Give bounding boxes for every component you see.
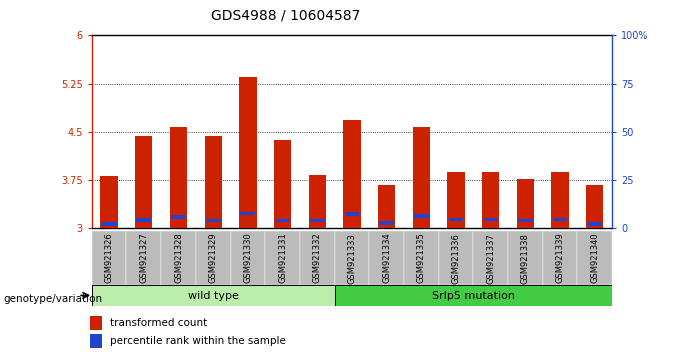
Text: GSM921328: GSM921328 [174, 233, 183, 284]
Bar [413, 127, 430, 228]
Text: wild type: wild type [188, 291, 239, 301]
Bar [92, 285, 335, 306]
Text: GSM921329: GSM921329 [209, 233, 218, 284]
Text: GSM921339: GSM921339 [556, 233, 564, 284]
Bar [345, 212, 359, 216]
Text: GSM921336: GSM921336 [452, 233, 460, 284]
Bar [206, 219, 220, 222]
Bar [517, 179, 534, 228]
Bar [171, 215, 186, 218]
Bar [543, 231, 577, 285]
Bar [551, 172, 568, 228]
Bar [239, 76, 256, 228]
Text: Srlp5 mutation: Srlp5 mutation [432, 291, 515, 301]
Bar [135, 136, 152, 228]
Text: GSM921338: GSM921338 [521, 233, 530, 284]
Bar [300, 231, 335, 285]
Bar [196, 231, 231, 285]
Bar [379, 221, 394, 225]
Bar [369, 231, 404, 285]
Text: GSM921331: GSM921331 [278, 233, 287, 284]
Bar [92, 231, 126, 285]
Bar [241, 212, 255, 215]
Bar [449, 218, 463, 221]
Bar [137, 218, 151, 222]
Bar [343, 120, 360, 228]
Bar [378, 184, 395, 228]
Text: GSM921330: GSM921330 [243, 233, 252, 284]
Bar [126, 231, 161, 285]
Bar [102, 222, 116, 225]
Bar [309, 175, 326, 228]
Text: GSM921337: GSM921337 [486, 233, 495, 284]
Bar [577, 231, 612, 285]
Text: transformed count: transformed count [110, 318, 207, 328]
Bar [265, 231, 300, 285]
Bar [588, 222, 602, 225]
Text: GDS4988 / 10604587: GDS4988 / 10604587 [211, 9, 360, 23]
Bar [414, 214, 428, 218]
Bar [518, 219, 532, 222]
Bar [553, 218, 567, 221]
Text: GSM921327: GSM921327 [139, 233, 148, 284]
Text: GSM921326: GSM921326 [105, 233, 114, 284]
Bar [439, 231, 473, 285]
Text: genotype/variation: genotype/variation [3, 294, 103, 304]
Bar [404, 231, 439, 285]
Bar [274, 139, 291, 228]
Bar [335, 285, 612, 306]
Text: GSM921335: GSM921335 [417, 233, 426, 284]
Bar [205, 136, 222, 228]
Bar [335, 231, 369, 285]
Bar [473, 231, 508, 285]
Text: GSM921333: GSM921333 [347, 233, 356, 284]
Bar [586, 184, 603, 228]
Bar [483, 218, 498, 221]
Bar [482, 172, 499, 228]
Text: GSM921332: GSM921332 [313, 233, 322, 284]
Bar [101, 176, 118, 228]
Text: percentile rank within the sample: percentile rank within the sample [110, 336, 286, 346]
Bar [90, 316, 102, 330]
Text: GSM921334: GSM921334 [382, 233, 391, 284]
Bar [447, 172, 464, 228]
Bar [275, 219, 290, 222]
Bar [170, 127, 187, 228]
Text: GSM921340: GSM921340 [590, 233, 599, 284]
Bar [90, 334, 102, 348]
Bar [310, 219, 324, 222]
Bar [161, 231, 196, 285]
Bar [508, 231, 543, 285]
Bar [231, 231, 265, 285]
